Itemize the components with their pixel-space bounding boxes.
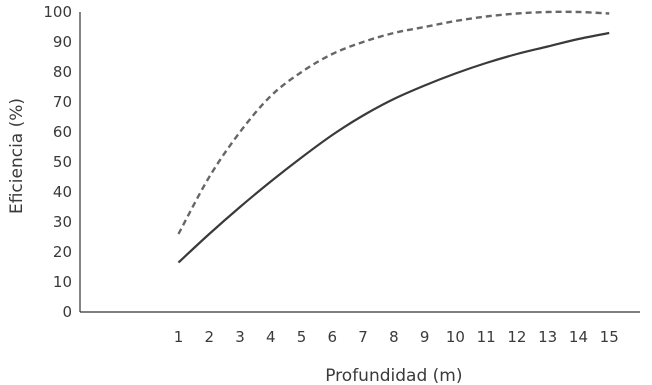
x-tick-label: 12 [507,328,526,346]
y-tick-label: 50 [53,153,72,171]
x-tick-label: 8 [389,328,399,346]
y-tick-labels: 0 10 20 30 40 50 60 70 80 90 100 [43,3,72,321]
y-tick-label: 20 [53,243,72,261]
x-tick-label: 6 [328,328,338,346]
y-tick-label: 60 [53,123,72,141]
y-tick-label: 100 [43,3,72,21]
x-tick-label: 13 [538,328,557,346]
x-tick-label: 2 [204,328,214,346]
x-tick-labels: 1 2 3 4 5 6 7 8 9 10 11 12 13 14 15 [174,328,619,346]
y-tick-label: 70 [53,93,72,111]
x-tick-label: 7 [358,328,368,346]
y-tick-label: 10 [53,273,72,291]
solid-series-line [177,31,610,264]
x-tick-label: 3 [235,328,245,346]
y-tick-label: 30 [53,213,72,231]
x-axis-title: Profundidad (m) [325,366,462,385]
series-layer [177,10,610,264]
y-tick-label: 40 [53,183,72,201]
y-tick-label: 80 [53,63,72,81]
x-tick-label: 10 [446,328,465,346]
y-tick-label: 0 [62,303,72,321]
x-tick-label: 14 [569,328,588,346]
x-tick-label: 5 [297,328,307,346]
y-axis-title: Eficiencia (%) [7,98,27,214]
y-tick-label: 90 [53,33,72,51]
x-tick-label: 9 [420,328,430,346]
x-tick-label: 1 [174,328,184,346]
x-tick-label: 4 [266,328,276,346]
x-tick-label: 11 [477,328,496,346]
dashed-series-line [177,10,610,235]
x-tick-label: 15 [600,328,619,346]
